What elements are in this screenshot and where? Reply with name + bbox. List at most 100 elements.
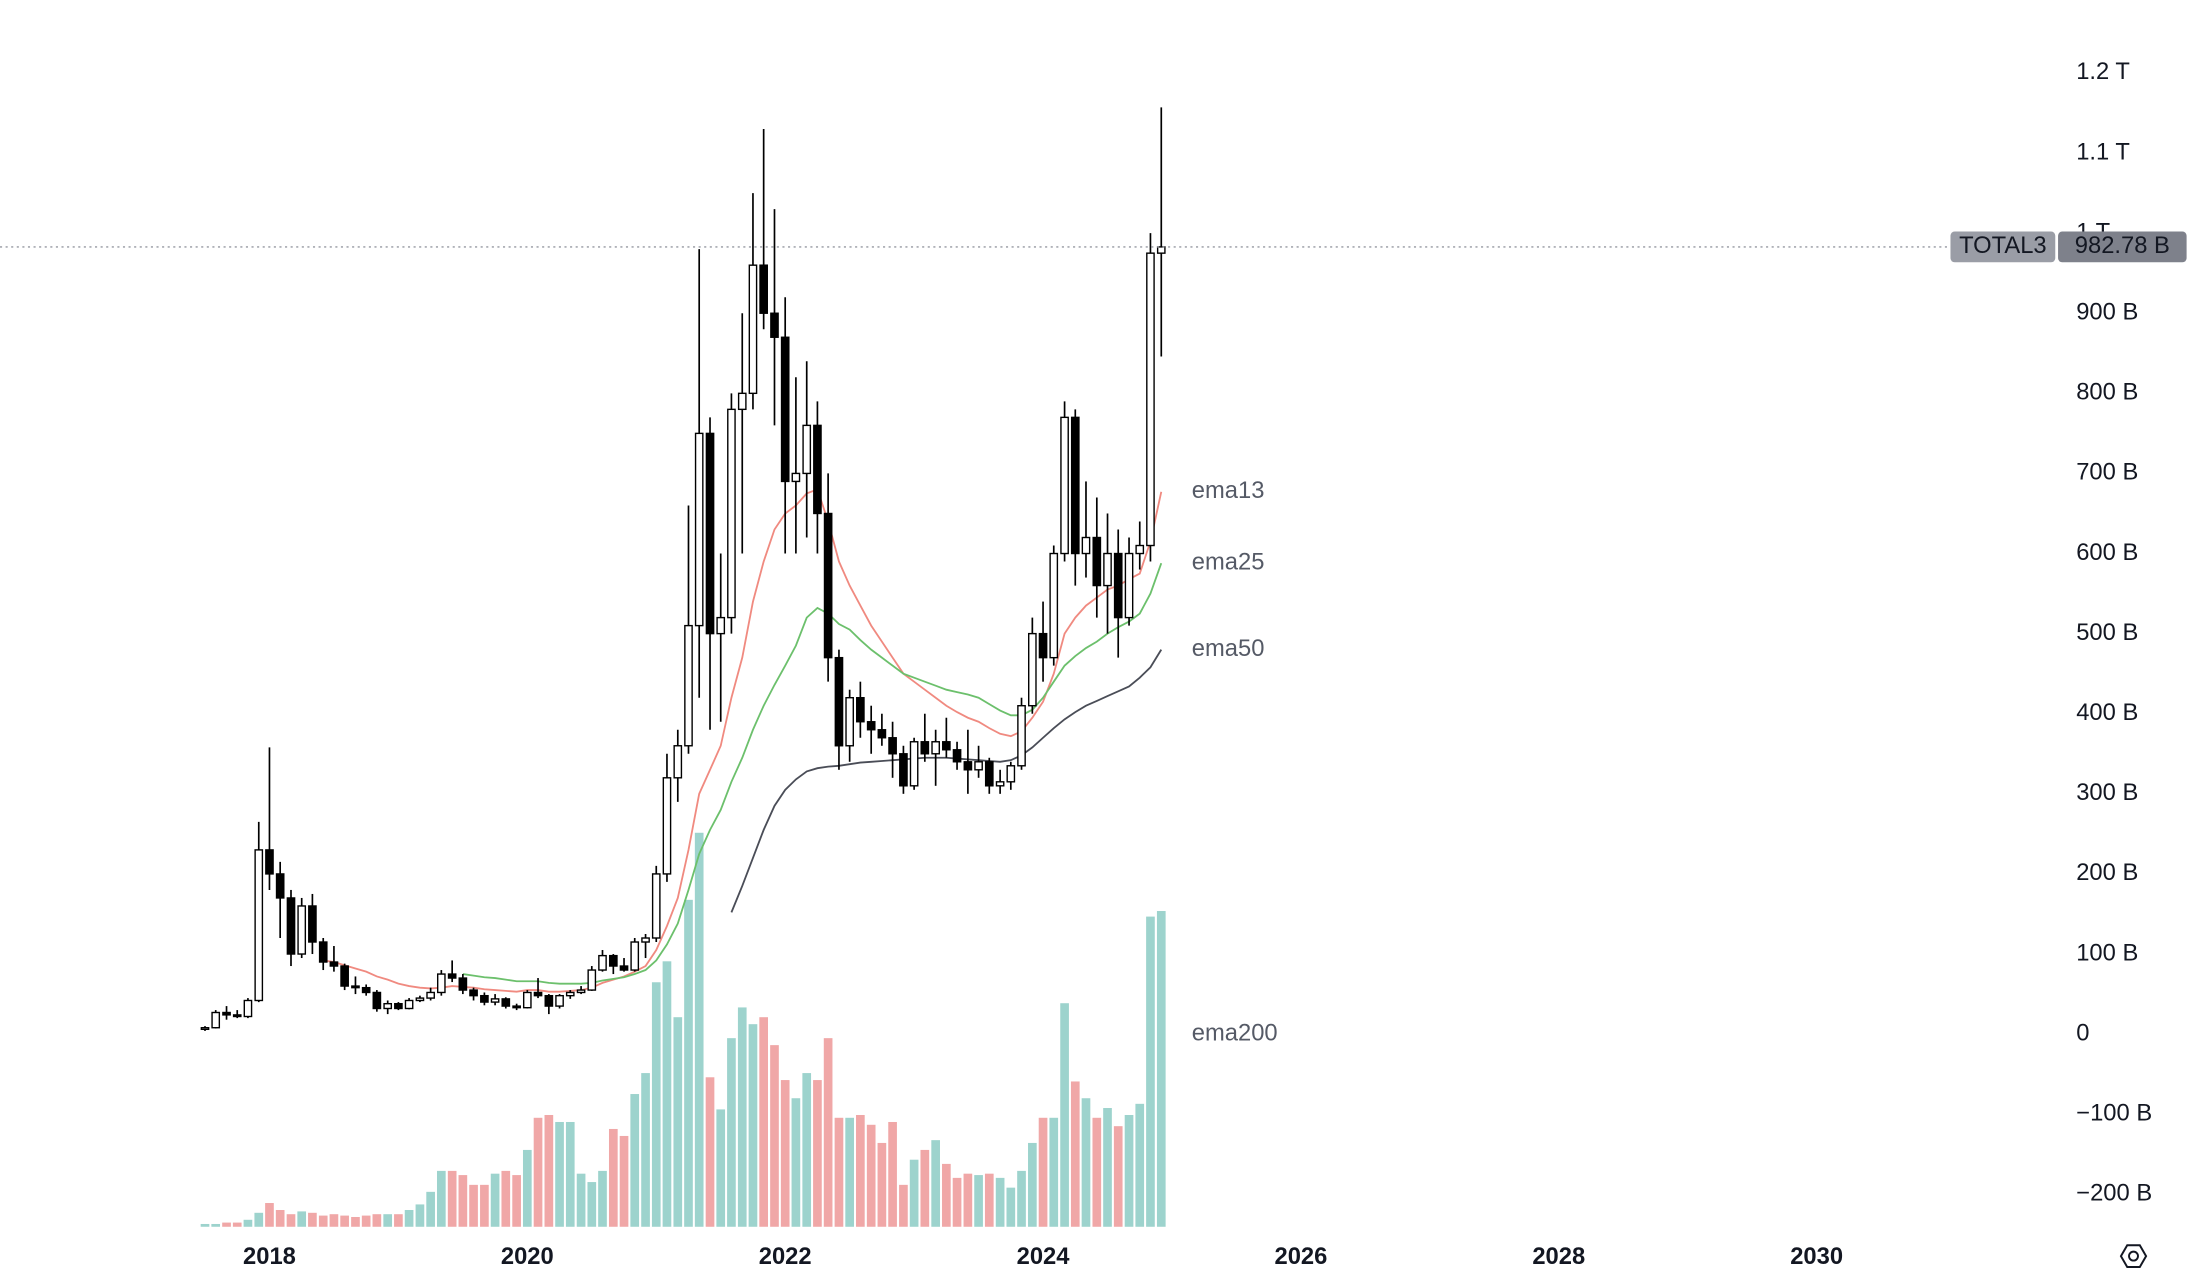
volume-bar [490,1173,500,1227]
candle-body [931,741,940,755]
y-tick-label: −200 B [2076,1180,2152,1207]
y-tick-label: 400 B [2076,699,2138,726]
candle-body [909,741,919,787]
candle-body [533,991,543,997]
candle-body [984,761,994,787]
candle-body [748,264,758,395]
volume-bar [522,1149,532,1227]
candle-body [318,941,328,963]
volume-bar [1060,1003,1069,1227]
candle-body [1049,552,1059,659]
candle-body [436,973,446,994]
y-tick-label: 100 B [2076,939,2138,966]
volume-bar [308,1212,317,1227]
candle-body [458,977,468,991]
volume-bar [426,1191,435,1227]
candle-body [1124,552,1134,619]
volume-bar [877,1142,887,1227]
candle-body [265,849,274,875]
price-label: 982.78 B [2075,232,2170,259]
y-tick-label: 800 B [2076,379,2138,406]
volume-bar [963,1173,973,1227]
volume-bar [727,1038,736,1227]
y-tick-label: 700 B [2076,459,2138,486]
candle-body [232,1014,242,1018]
volume-bar [598,1170,607,1227]
volume-bar [759,1017,768,1227]
candle-body [952,749,962,763]
volume-bar [512,1175,521,1227]
candle-body [576,989,586,994]
candle-body [737,392,747,411]
volume-bar [480,1184,489,1227]
candle-body [308,905,317,943]
candle-body [995,781,1005,787]
candle-layer [200,107,1166,1031]
volume-bar [1124,1114,1134,1227]
candle-body [555,994,564,1007]
candle-body [791,472,801,483]
candle-body [480,994,489,1003]
volume-bar [834,1117,844,1227]
volume-bar [662,961,672,1227]
series-label: ema25 [1192,548,1265,575]
volume-bar [823,1038,833,1227]
volume-bar [770,1045,779,1227]
candle-body [1103,552,1112,587]
volume-bar [813,1080,822,1227]
candle-body [1070,416,1080,555]
volume-bar [555,1121,564,1227]
candle-body [222,1011,231,1016]
volume-bar [200,1223,210,1227]
candle-body [1028,632,1037,707]
volume-bar [232,1222,242,1227]
volume-bar [1017,1170,1026,1227]
candle-body [899,753,908,787]
y-tick-label: 1.1 T [2076,138,2130,165]
volume-bar [286,1214,296,1227]
volume-bar [641,1073,650,1227]
volume-bar [974,1175,983,1227]
volume-bar [1006,1187,1016,1227]
candle-body [694,432,704,627]
volume-bar [297,1211,307,1227]
candle-body [716,616,726,635]
candle-body [641,937,650,943]
candle-body [490,998,500,1003]
candle-body [447,973,457,979]
x-tick-label: 2028 [1532,1243,1585,1270]
volume-bar [1028,1142,1037,1227]
candle-body [512,1005,521,1009]
candle-body [651,873,661,939]
y-tick-label: −100 B [2076,1100,2152,1127]
candle-body [802,424,812,475]
volume-bar [909,1159,919,1227]
y-tick-label: 1.2 T [2076,58,2130,85]
volume-bar [458,1175,468,1227]
volume-bar [705,1077,715,1227]
volume-bar [1135,1103,1145,1227]
volume-bar [1070,1081,1080,1227]
candle-body [866,721,876,731]
candle-body [361,986,371,994]
volume-bar [576,1173,586,1227]
annotation: ema200 [1192,1019,1278,1046]
series-label: ema13 [1192,477,1265,504]
candle-body [565,991,575,997]
y-tick-label: 900 B [2076,299,2138,326]
candle-body [662,777,672,875]
candle-body [780,336,790,483]
volume-bar [361,1215,371,1227]
candle-body [522,991,532,1009]
candle-body [770,312,779,338]
candle-body [587,969,597,991]
candle-body [415,997,425,1002]
settings-icon[interactable] [2119,1244,2148,1268]
candle-body [1135,544,1145,555]
ema-line [462,562,1163,985]
candle-body [286,897,296,955]
volume-bar [394,1214,403,1227]
volume-bar [802,1073,812,1227]
